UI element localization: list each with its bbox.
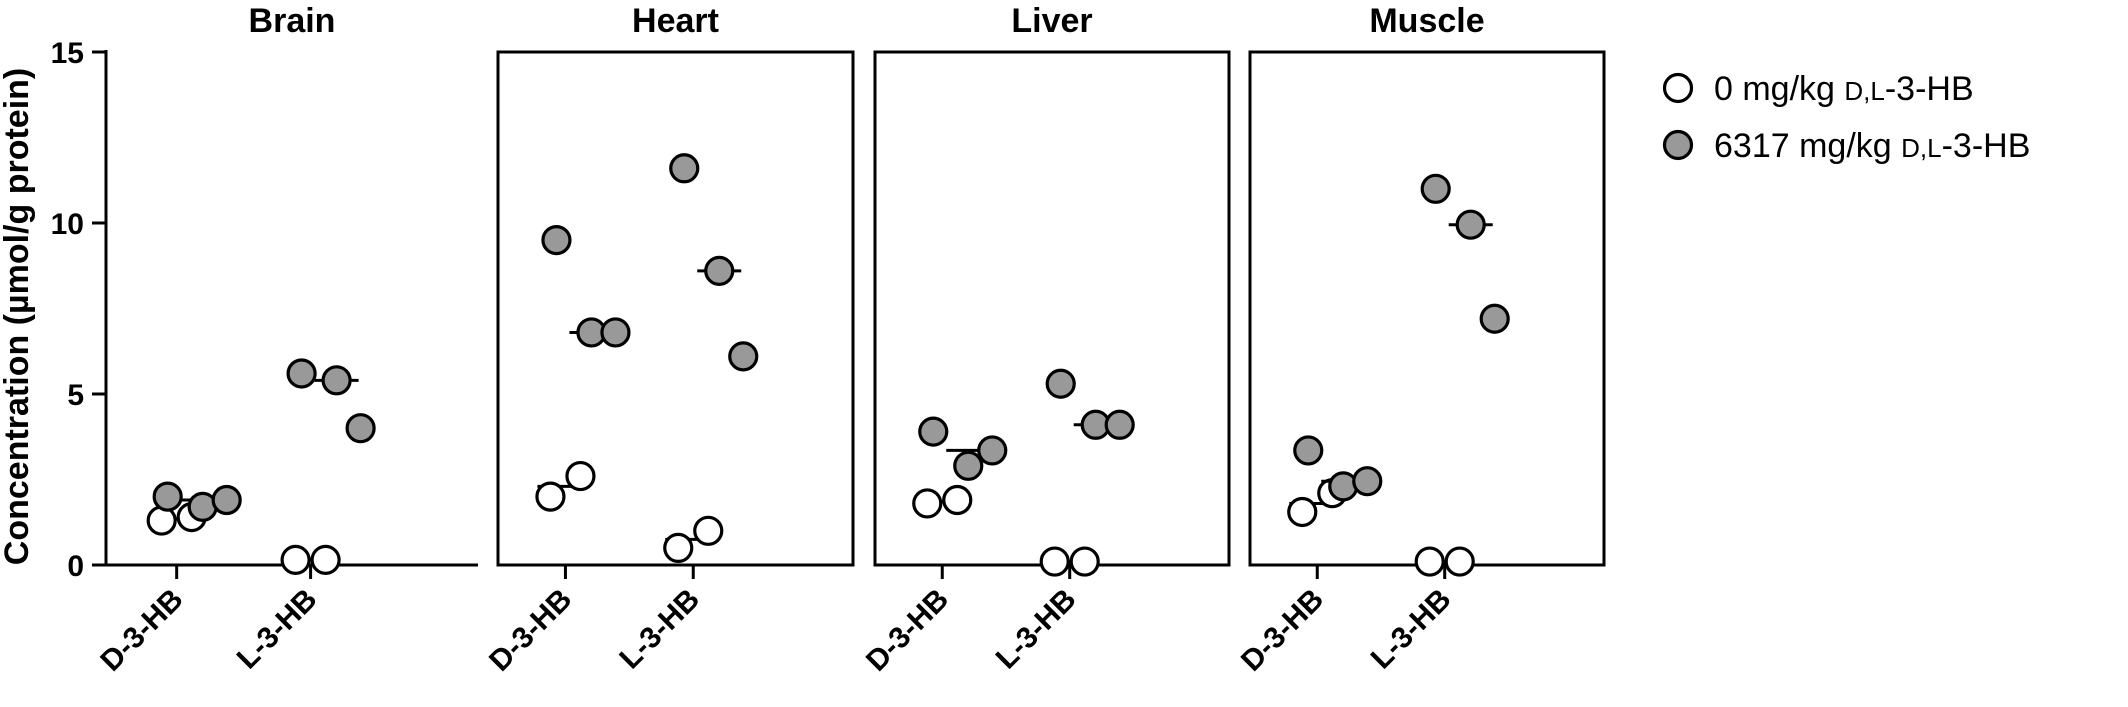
panel-heart-l-3-hb-s1-point-2	[728, 341, 759, 372]
panel-brain-title: Brain	[249, 2, 336, 40]
panel-brain-l-3-hb-s0-point-1	[310, 544, 341, 575]
panel-liver-l-3-hb-s0-point-0	[1039, 546, 1070, 577]
panel-liver-l-3-hb-s1-point-2	[1104, 409, 1135, 440]
panel-heart-l-3-hb-s0-point-1	[693, 515, 724, 546]
panel-muscle-x-label-l-3-hb: L-3-HB	[1365, 583, 1458, 676]
legend-entry-0: 0 mg/kg D,L-3-HB	[1714, 70, 1974, 108]
panel-heart-frame	[496, 50, 855, 567]
panel-liver-l-3-hb-s0-point-1	[1069, 546, 1100, 577]
panel-brain-l-3-hb-s0-point-0	[280, 544, 311, 575]
y-tick-label-0: 0	[67, 550, 84, 583]
axes-layer: 0 5 10 15 Concentration (µmol/g protein) Brai…	[0, 2, 1606, 678]
panel-muscle-title: Muscle	[1369, 2, 1484, 40]
panel-heart-d-3-hb-s1-point-2	[600, 317, 631, 348]
panel-liver-title: Liver	[1011, 2, 1092, 40]
legend-entry-0-compound: -3-HB	[1885, 70, 1974, 108]
panel-muscle-x-label-d-3-hb: D-3-HB	[1235, 583, 1330, 678]
legend-entry-1-dose: 6317 mg/kg	[1714, 127, 1901, 165]
panel-muscle-d-3-hb-s1-point-0	[1293, 435, 1324, 466]
panel-liver-d-3-hb-s1-point-2	[977, 435, 1008, 466]
panel-heart-d-3-hb-s0-point-0	[535, 481, 566, 512]
panel-brain-d-3-hb-s1-point-2	[211, 484, 242, 516]
panel-muscle-l-3-hb-s1-point-2	[1479, 303, 1510, 334]
panel-muscle-d-3-hb-s0-point-0	[1287, 496, 1318, 528]
panel-liver-x-label-d-3-hb: D-3-HB	[860, 583, 955, 678]
panel-heart-l-3-hb-s0-point-0	[663, 532, 694, 564]
y-tick-label-15: 15	[51, 37, 84, 70]
panel-muscle-l-3-hb-s1-point-1	[1455, 209, 1486, 240]
legend-entry-1: 6317 mg/kg D,L-3-HB	[1714, 127, 2030, 165]
legend-entry-0-racemic: D,L	[1844, 76, 1884, 106]
panel-heart-l-3-hb-s1-point-0	[669, 153, 700, 184]
panel-heart-d-3-hb-s0-point-1	[565, 460, 596, 492]
panel-muscle-frame	[1248, 50, 1606, 567]
panel-muscle-l-3-hb-s0-point-0	[1414, 546, 1445, 577]
legend-marker-0	[1662, 72, 1694, 104]
panel-liver-d-3-hb-s0-point-1	[942, 484, 973, 516]
legend-entry-1-racemic: D,L	[1901, 133, 1941, 163]
panel-heart-x-label-l-3-hb: L-3-HB	[613, 583, 706, 676]
panel-brain-l-3-hb-s1-point-1	[321, 365, 352, 396]
marks-layer	[146, 153, 1510, 577]
panel-liver-d-3-hb-s1-point-1	[953, 450, 984, 481]
panel-brain-l-3-hb-s1-point-0	[286, 358, 317, 389]
panel-heart-x-label-d-3-hb: D-3-HB	[483, 583, 578, 678]
panel-muscle-l-3-hb-s1-point-0	[1420, 173, 1451, 204]
y-tick-label-5: 5	[67, 379, 84, 412]
panel-muscle-l-3-hb-s0-point-1	[1444, 546, 1475, 577]
panel-heart-l-3-hb-s1-point-1	[704, 255, 735, 286]
panel-heart-title: Heart	[632, 2, 719, 40]
panel-liver-frame	[873, 50, 1231, 567]
panel-liver-x-label-l-3-hb: L-3-HB	[990, 583, 1083, 676]
panel-liver-d-3-hb-s0-point-0	[912, 488, 943, 519]
legend-entry-1-compound: -3-HB	[1942, 127, 2031, 165]
panel-brain-x-label-l-3-hb: L-3-HB	[231, 583, 324, 676]
panel-liver-d-3-hb-s1-point-0	[918, 416, 949, 447]
panel-brain-x-label-d-3-hb: D-3-HB	[94, 583, 189, 678]
y-axis-label: Concentration (µmol/g protein)	[0, 68, 36, 565]
panel-brain-d-3-hb-s1-point-0	[152, 481, 183, 512]
legend-entry-0-dose: 0 mg/kg	[1714, 70, 1844, 108]
y-tick-label-10: 10	[51, 208, 84, 241]
legend-marker-1	[1662, 129, 1694, 161]
panel-brain-l-3-hb-s1-point-2	[345, 413, 376, 444]
panel-heart-d-3-hb-s1-point-0	[541, 225, 572, 256]
panel-liver-l-3-hb-s1-point-0	[1045, 368, 1076, 399]
panel-muscle-d-3-hb-s1-point-2	[1352, 466, 1383, 497]
panel-muscle-d-3-hb-s1-point-1	[1328, 471, 1359, 502]
